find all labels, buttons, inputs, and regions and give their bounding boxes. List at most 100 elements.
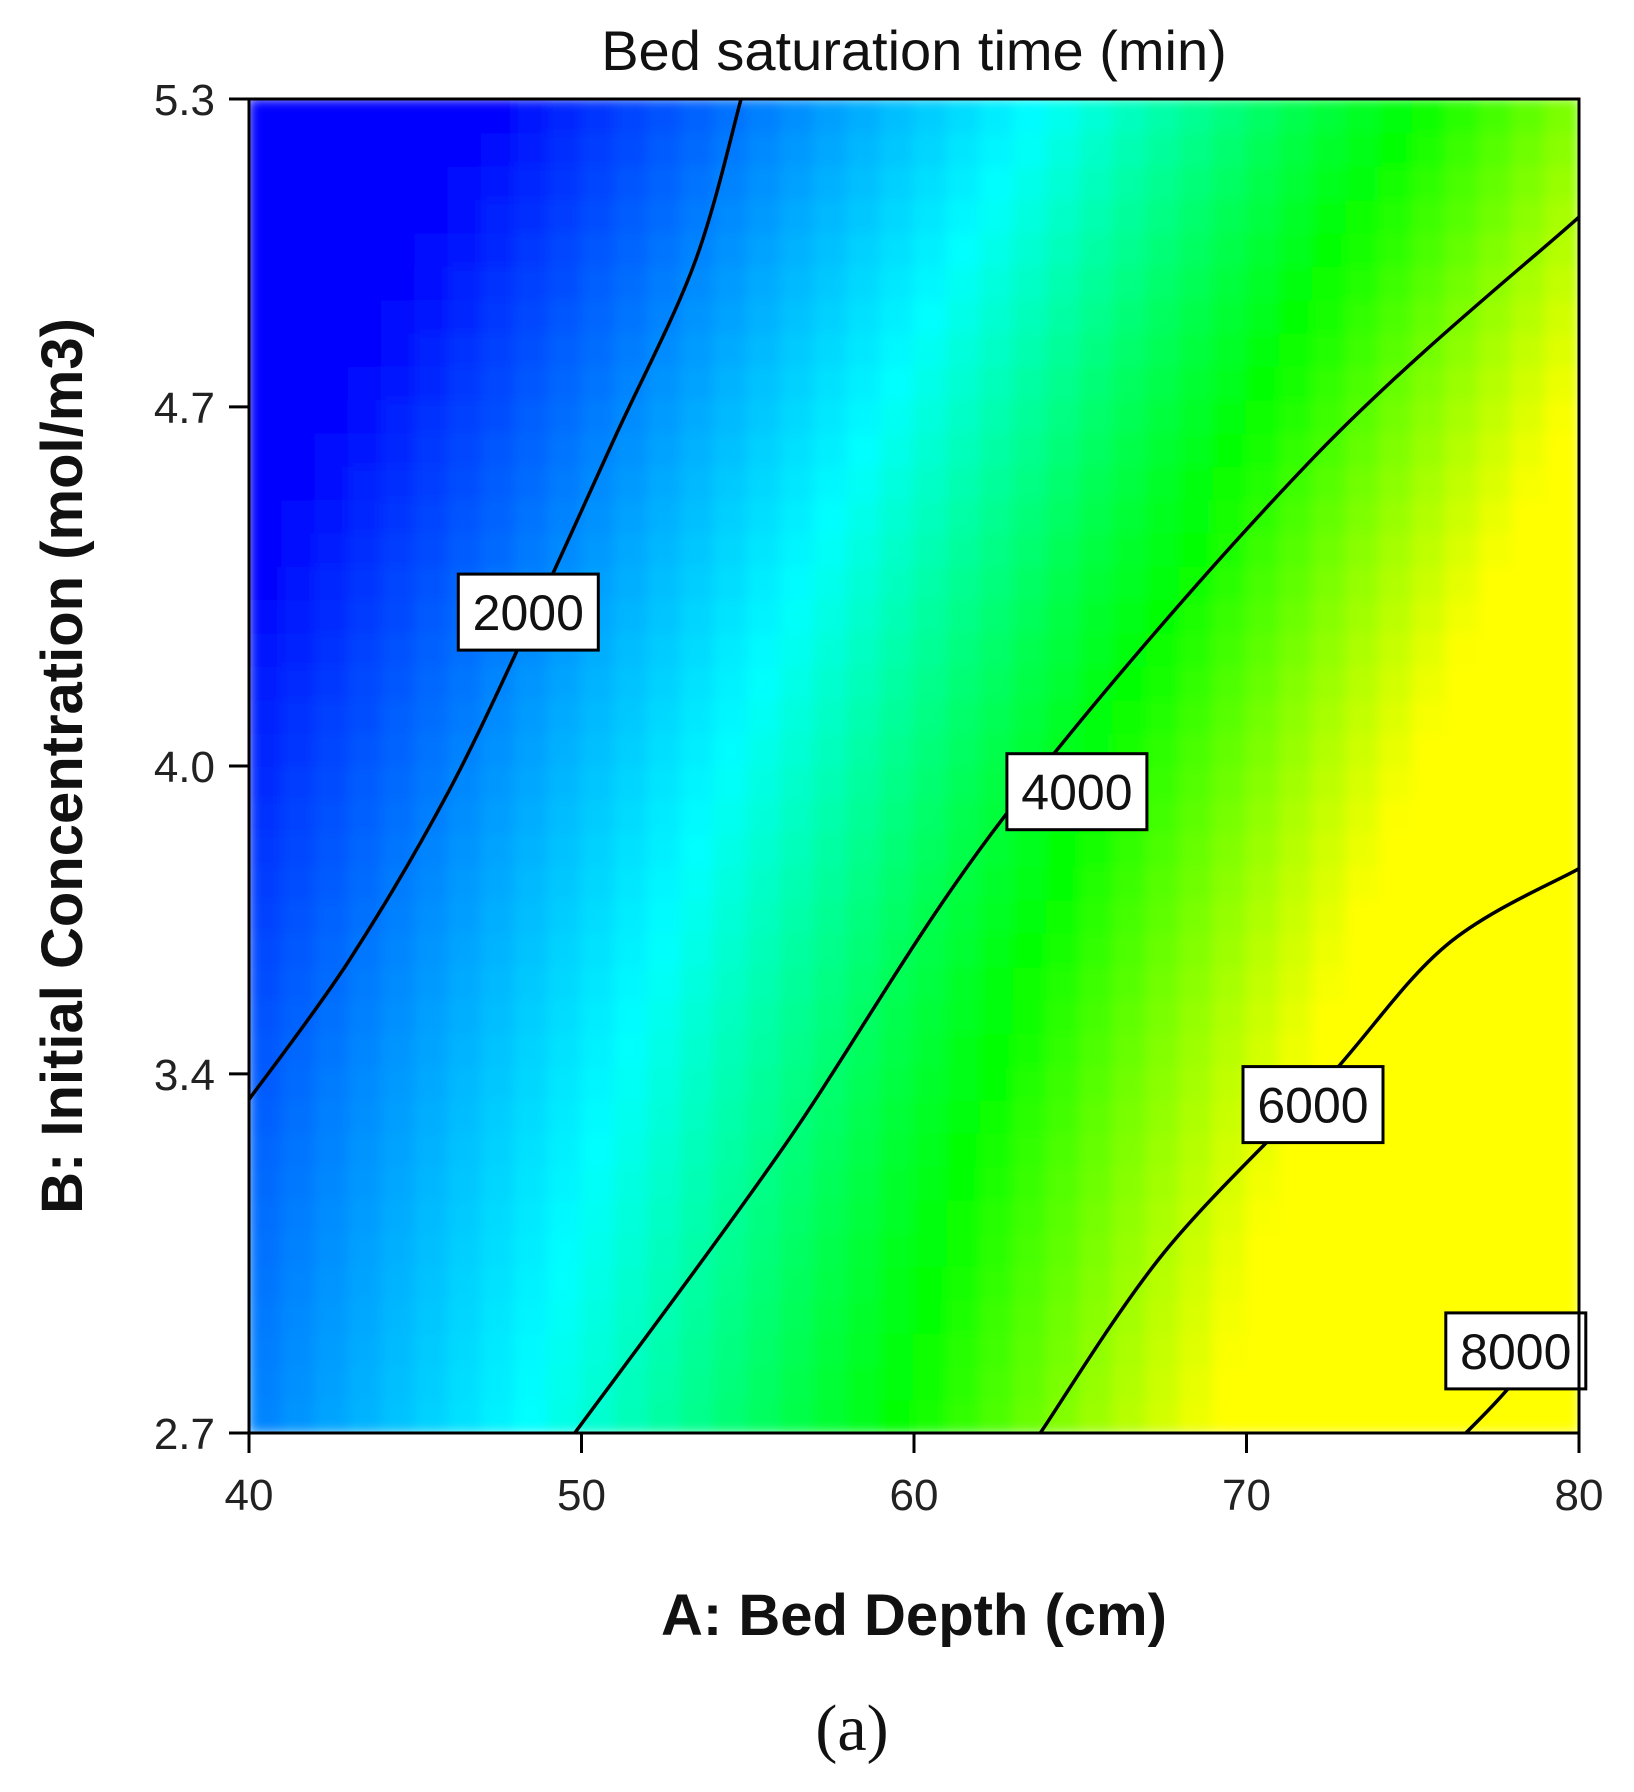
- heatmap-cell: [1012, 1098, 1048, 1134]
- heatmap-cell: [979, 998, 1015, 1034]
- heatmap-cell: [1511, 131, 1547, 167]
- heatmap-cell: [414, 865, 450, 901]
- heatmap-cell: [281, 264, 317, 301]
- heatmap-cell: [1245, 1165, 1281, 1201]
- heatmap-cell: [414, 1298, 450, 1334]
- heatmap-cell: [381, 1265, 417, 1301]
- heatmap-cell: [381, 464, 417, 501]
- heatmap-cell: [613, 998, 650, 1034]
- heatmap-cell: [913, 331, 949, 367]
- heatmap-cell: [1179, 1265, 1215, 1301]
- heatmap-cell: [746, 598, 783, 634]
- heatmap-cell: [1278, 965, 1315, 1001]
- heatmap-cell: [613, 498, 650, 534]
- heatmap-cell: [913, 198, 949, 234]
- heatmap-cell: [1278, 798, 1315, 834]
- heatmap-cell: [1544, 965, 1579, 1001]
- heatmap-cell: [580, 931, 616, 968]
- heatmap-cell: [1179, 1031, 1215, 1068]
- heatmap-cell: [746, 898, 783, 934]
- heatmap-cell: [647, 931, 683, 968]
- contour-label-8000: 8000: [1444, 1311, 1588, 1391]
- heatmap-cell: [1478, 331, 1514, 367]
- heatmap-cell: [1212, 598, 1248, 634]
- contour-label-text: 6000: [1257, 1078, 1368, 1134]
- heatmap-cell: [1378, 1398, 1414, 1433]
- heatmap-cell: [1278, 664, 1315, 701]
- heatmap-cell: [249, 1065, 284, 1101]
- heatmap-cell: [447, 1031, 483, 1068]
- heatmap-cell: [979, 1265, 1015, 1301]
- heatmap-cell: [1445, 464, 1481, 501]
- heatmap-cell: [979, 298, 1015, 334]
- heatmap-cell: [1411, 1365, 1448, 1401]
- heatmap-cell: [946, 431, 982, 467]
- heatmap-cell: [1046, 531, 1082, 567]
- heatmap-cell: [447, 331, 483, 367]
- heatmap-cell: [1378, 364, 1414, 401]
- heatmap-cell: [249, 1365, 284, 1401]
- heatmap-cell: [780, 865, 816, 901]
- heatmap-cell: [946, 264, 982, 301]
- heatmap-cell: [480, 431, 517, 467]
- y-tick-label: 2.7: [154, 1410, 215, 1459]
- heatmap-cell: [1079, 231, 1115, 267]
- heatmap-cell: [381, 298, 417, 334]
- heatmap-cell: [249, 531, 284, 567]
- heatmap-cell: [813, 898, 849, 934]
- heatmap-cell: [1046, 198, 1082, 234]
- heatmap-cell: [713, 1332, 749, 1368]
- heatmap-cell: [249, 931, 284, 968]
- heatmap-cell: [1079, 1198, 1115, 1234]
- heatmap-cell: [547, 798, 583, 834]
- heatmap-cell: [1278, 865, 1315, 901]
- heatmap-cell: [813, 1198, 849, 1234]
- heatmap-cell: [1145, 1065, 1182, 1101]
- heatmap-cell: [680, 931, 716, 968]
- heatmap-cell: [1179, 431, 1215, 467]
- heatmap-cell: [1179, 931, 1215, 968]
- heatmap-cell: [846, 1065, 882, 1101]
- heatmap-cell: [1345, 99, 1381, 134]
- heatmap-cell: [1179, 998, 1215, 1034]
- heatmap-cell: [1212, 931, 1248, 968]
- heatmap-cell: [547, 131, 583, 167]
- heatmap-cell: [680, 664, 716, 701]
- heatmap-cell: [1046, 898, 1082, 934]
- heatmap-cell: [1046, 264, 1082, 301]
- heatmap-cell: [813, 431, 849, 467]
- heatmap-cell: [1378, 731, 1414, 767]
- heatmap-cell: [1411, 431, 1448, 467]
- heatmap-cell: [281, 1365, 317, 1401]
- heatmap-cell: [547, 931, 583, 968]
- heatmap-cell: [281, 664, 317, 701]
- heatmap-cell: [1079, 631, 1115, 667]
- heatmap-cell: [1212, 1298, 1248, 1334]
- heatmap-cell: [713, 1365, 749, 1401]
- heatmap-cell: [846, 965, 882, 1001]
- heatmap-cell: [1179, 298, 1215, 334]
- heatmap-cell: [314, 865, 350, 901]
- heatmap-cell: [680, 331, 716, 367]
- heatmap-cell: [1112, 931, 1148, 968]
- heatmap-cell: [314, 1198, 350, 1234]
- heatmap-cell: [1378, 398, 1414, 434]
- heatmap-cell: [1378, 531, 1414, 567]
- heatmap-cell: [1378, 1365, 1414, 1401]
- heatmap-cell: [1411, 798, 1448, 834]
- heatmap-cell: [514, 1265, 550, 1301]
- heatmap-cell: [647, 531, 683, 567]
- heatmap-cell: [281, 1398, 317, 1433]
- heatmap-cell: [381, 765, 417, 801]
- heatmap-cell: [1145, 1332, 1182, 1368]
- heatmap-cell: [946, 1031, 982, 1068]
- heatmap-cell: [1212, 364, 1248, 401]
- heatmap-cell: [1112, 431, 1148, 467]
- heatmap-cell: [1245, 431, 1281, 467]
- heatmap-cell: [1079, 865, 1115, 901]
- heatmap-cell: [713, 965, 749, 1001]
- heatmap-cell: [613, 1165, 650, 1201]
- heatmap-cell: [414, 331, 450, 367]
- heatmap-cell: [281, 965, 317, 1001]
- heatmap-cell: [1046, 164, 1082, 201]
